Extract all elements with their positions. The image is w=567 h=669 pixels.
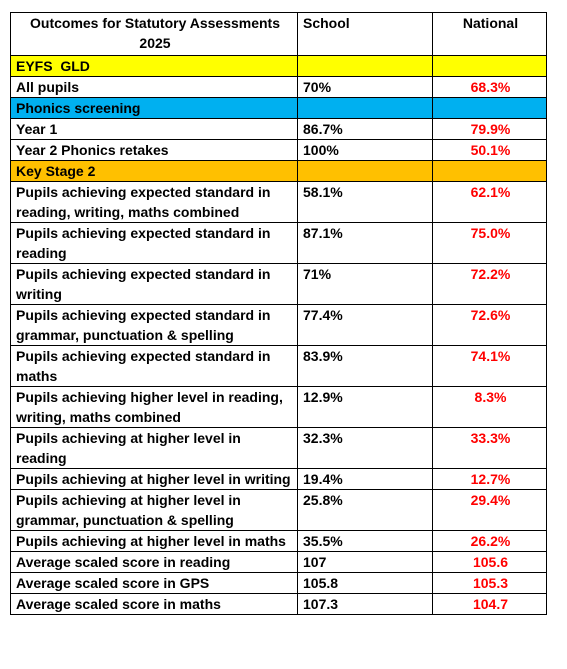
national-value: 79.9% — [432, 118, 547, 140]
school-value: 71% — [297, 263, 433, 305]
national-value: 29.4% — [432, 489, 547, 531]
school-value: 58.1% — [297, 181, 433, 223]
national-value: 62.1% — [432, 181, 547, 223]
school-value: 70% — [297, 76, 433, 98]
school-value: 87.1% — [297, 222, 433, 264]
school-value: 12.9% — [297, 386, 433, 428]
table-title: Outcomes for Statutory Assessments 2025 — [10, 12, 298, 56]
title-line-1: Outcomes for Statutory Assessments — [30, 15, 280, 31]
national-value: 105.6 — [432, 551, 547, 573]
outcomes-table: Outcomes for Statutory Assessments 2025 … — [10, 12, 547, 615]
table-row: Average scaled score in reading 107 105.6 — [10, 551, 547, 573]
row-label: Pupils achieving expected standard in re… — [10, 222, 298, 264]
national-value: 50.1% — [432, 139, 547, 161]
school-value: 35.5% — [297, 530, 433, 552]
row-label: Average scaled score in reading — [10, 551, 298, 573]
table-row: Year 2 Phonics retakes 100% 50.1% — [10, 139, 547, 161]
row-label: Pupils achieving at higher level in math… — [10, 530, 298, 552]
national-value: 72.6% — [432, 304, 547, 346]
row-label: Pupils achieving at higher level in writ… — [10, 468, 298, 490]
section-label-eyfs: EYFS GLD — [10, 55, 298, 77]
row-label: Year 2 Phonics retakes — [10, 139, 298, 161]
school-value: 25.8% — [297, 489, 433, 531]
national-value: 74.1% — [432, 345, 547, 387]
school-value: 83.9% — [297, 345, 433, 387]
table-row: Pupils achieving expected standard in re… — [10, 181, 547, 223]
national-value: 68.3% — [432, 76, 547, 98]
national-value: 26.2% — [432, 530, 547, 552]
column-header-national: National — [432, 12, 547, 56]
row-label: Pupils achieving expected standard in re… — [10, 181, 298, 223]
school-value: 86.7% — [297, 118, 433, 140]
school-value: 107 — [297, 551, 433, 573]
school-value: 77.4% — [297, 304, 433, 346]
section-row-eyfs: EYFS GLD — [10, 55, 547, 77]
section-row-phonics: Phonics screening — [10, 97, 547, 119]
table-row: All pupils 70% 68.3% — [10, 76, 547, 98]
row-label: Pupils achieving expected standard in ma… — [10, 345, 298, 387]
row-label: Pupils achieving at higher level in read… — [10, 427, 298, 469]
table-row: Pupils achieving at higher level in math… — [10, 530, 547, 552]
column-header-school: School — [297, 12, 433, 56]
row-label: Pupils achieving expected standard in wr… — [10, 263, 298, 305]
row-label: Pupils achieving expected standard in gr… — [10, 304, 298, 346]
table-row: Pupils achieving at higher level in gram… — [10, 489, 547, 531]
national-value: 75.0% — [432, 222, 547, 264]
header-row: Outcomes for Statutory Assessments 2025 … — [10, 12, 547, 56]
table-row: Pupils achieving higher level in reading… — [10, 386, 547, 428]
table-row: Pupils achieving at higher level in read… — [10, 427, 547, 469]
national-value: 33.3% — [432, 427, 547, 469]
row-label: Average scaled score in maths — [10, 593, 298, 615]
row-label: Average scaled score in GPS — [10, 572, 298, 594]
table-row: Average scaled score in GPS 105.8 105.3 — [10, 572, 547, 594]
school-value: 107.3 — [297, 593, 433, 615]
row-label: Year 1 — [10, 118, 298, 140]
national-value: 105.3 — [432, 572, 547, 594]
table-row: Pupils achieving expected standard in wr… — [10, 263, 547, 305]
table-body: EYFS GLD All pupils 70% 68.3% Phonics scre… — [10, 55, 547, 615]
table-row: Pupils achieving expected standard in ma… — [10, 345, 547, 387]
section-label-phonics: Phonics screening — [10, 97, 298, 119]
national-value: 12.7% — [432, 468, 547, 490]
table-row: Pupils achieving expected standard in gr… — [10, 304, 547, 346]
school-value: 100% — [297, 139, 433, 161]
national-value: 104.7 — [432, 593, 547, 615]
title-line-2: 2025 — [139, 35, 171, 51]
school-value: 105.8 — [297, 572, 433, 594]
section-label-ks2: Key Stage 2 — [10, 160, 298, 182]
section-row-ks2: Key Stage 2 — [10, 160, 547, 182]
row-label: All pupils — [10, 76, 298, 98]
row-label: Pupils achieving at higher level in gram… — [10, 489, 298, 531]
table-row: Year 1 86.7% 79.9% — [10, 118, 547, 140]
table-row: Average scaled score in maths 107.3 104.7 — [10, 593, 547, 615]
row-label: Pupils achieving higher level in reading… — [10, 386, 298, 428]
school-value: 19.4% — [297, 468, 433, 490]
table-row: Pupils achieving at higher level in writ… — [10, 468, 547, 490]
table-row: Pupils achieving expected standard in re… — [10, 222, 547, 264]
national-value: 8.3% — [432, 386, 547, 428]
national-value: 72.2% — [432, 263, 547, 305]
school-value: 32.3% — [297, 427, 433, 469]
